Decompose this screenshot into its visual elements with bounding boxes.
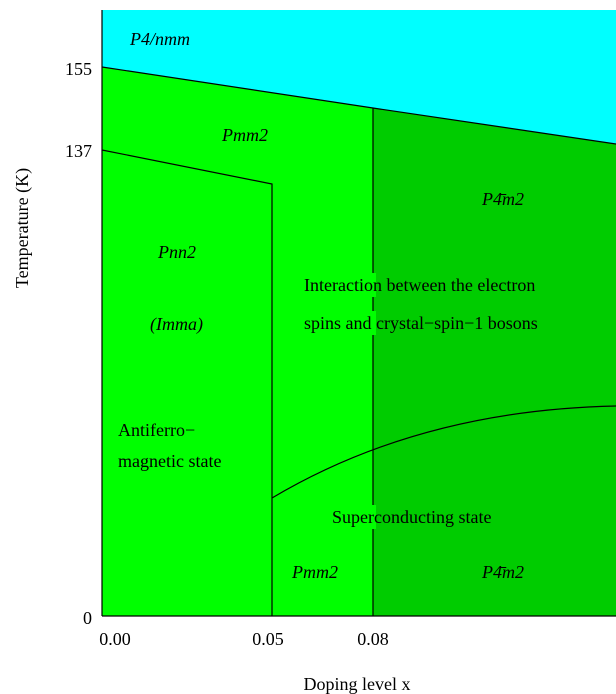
boundary-superconducting bbox=[271, 405, 616, 499]
y-tick-0: 0 bbox=[83, 608, 92, 628]
boundary-afm bbox=[101, 149, 273, 616]
y-tick-155: 155 bbox=[65, 59, 92, 79]
label-gap-sc bbox=[370, 505, 376, 529]
phase-label-pnn2: Pnn2 bbox=[157, 242, 196, 262]
region-orthorhombic bbox=[102, 67, 373, 616]
phase-label-pmm2-upper: Pmm2 bbox=[221, 125, 268, 145]
annotation-interaction-line1: Interaction between the electron bbox=[304, 275, 535, 295]
label-gap-interaction-1 bbox=[370, 273, 376, 297]
annotation-afm-line1: Antiferro− bbox=[118, 420, 195, 440]
x-tick-0.05: 0.05 bbox=[252, 629, 284, 649]
annotation-interaction-line2: spins and crystal−spin−1 bosons bbox=[304, 313, 538, 333]
x-tick-0.00: 0.00 bbox=[99, 629, 131, 649]
region-p4m2 bbox=[373, 108, 616, 616]
y-tick-137: 137 bbox=[65, 141, 92, 161]
phase-label-p4m2-upper: P4̄m2 bbox=[481, 189, 524, 209]
phase-label-p4m2-lower: P4̄m2 bbox=[481, 562, 524, 582]
annotation-afm-line2: magnetic state bbox=[118, 451, 221, 471]
label-gap-interaction-2 bbox=[370, 311, 376, 335]
y-axis-title: Temperature (K) bbox=[12, 168, 33, 288]
annotation-superconducting: Superconducting state bbox=[332, 507, 491, 527]
x-axis-title: Doping level x bbox=[304, 674, 411, 694]
x-tick-0.08: 0.08 bbox=[357, 629, 389, 649]
phase-label-p4nmm: P4/nmm bbox=[129, 29, 190, 49]
phase-label-imma: (Imma) bbox=[150, 314, 203, 335]
region-tetragonal bbox=[102, 10, 616, 144]
phase-label-pmm2-lower: Pmm2 bbox=[291, 562, 338, 582]
